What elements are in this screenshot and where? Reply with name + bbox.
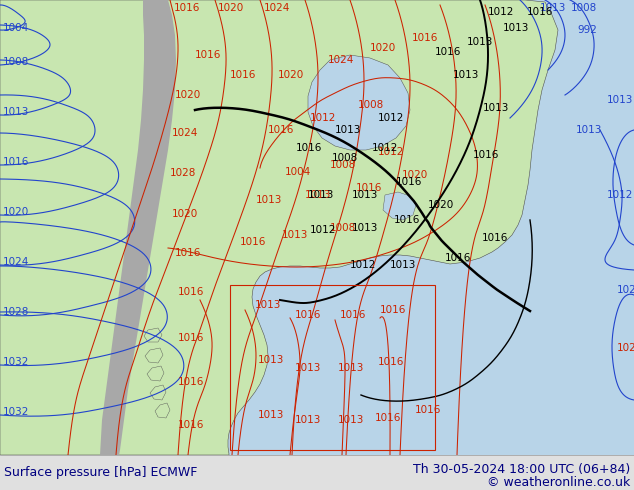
Text: 1016: 1016 bbox=[378, 357, 404, 367]
Text: 1008: 1008 bbox=[3, 57, 29, 67]
Text: 1016: 1016 bbox=[195, 50, 221, 60]
Text: 1016: 1016 bbox=[230, 70, 256, 80]
Text: 1013: 1013 bbox=[540, 3, 566, 13]
Text: 1012: 1012 bbox=[372, 143, 398, 153]
Text: 1016: 1016 bbox=[356, 183, 382, 193]
Text: 1012: 1012 bbox=[378, 147, 404, 157]
Text: 1024: 1024 bbox=[264, 3, 290, 13]
Text: 1008: 1008 bbox=[332, 153, 358, 163]
Polygon shape bbox=[155, 403, 170, 418]
Text: 1013: 1013 bbox=[338, 415, 365, 425]
Text: 1008: 1008 bbox=[358, 100, 384, 110]
Text: 1008: 1008 bbox=[330, 223, 356, 233]
Text: 1016: 1016 bbox=[175, 248, 202, 258]
Text: 1020: 1020 bbox=[370, 43, 396, 53]
Text: 1012: 1012 bbox=[378, 113, 404, 123]
Polygon shape bbox=[150, 385, 166, 400]
Polygon shape bbox=[308, 55, 410, 150]
Text: 1016: 1016 bbox=[3, 157, 29, 167]
Polygon shape bbox=[147, 366, 164, 381]
Text: 1016: 1016 bbox=[295, 310, 321, 320]
Text: 1013: 1013 bbox=[282, 230, 308, 240]
Text: 1016: 1016 bbox=[412, 33, 438, 43]
Polygon shape bbox=[383, 192, 416, 220]
Text: 1008: 1008 bbox=[571, 3, 597, 13]
Text: 1016: 1016 bbox=[445, 253, 471, 263]
Text: 1013: 1013 bbox=[295, 415, 321, 425]
Text: 1013: 1013 bbox=[255, 300, 281, 310]
Text: 1016: 1016 bbox=[178, 420, 204, 430]
Text: 1013: 1013 bbox=[308, 190, 334, 200]
Text: 1013: 1013 bbox=[352, 223, 378, 233]
Text: 1013: 1013 bbox=[453, 70, 479, 80]
Text: 1016: 1016 bbox=[482, 233, 508, 243]
Text: 1020: 1020 bbox=[402, 170, 428, 180]
Polygon shape bbox=[100, 0, 176, 455]
Text: 1013: 1013 bbox=[576, 125, 602, 135]
Text: 1016: 1016 bbox=[527, 7, 553, 17]
Text: 1013: 1013 bbox=[467, 37, 493, 47]
Text: 1013: 1013 bbox=[295, 363, 321, 373]
Text: 1016: 1016 bbox=[178, 333, 204, 343]
Text: 1016: 1016 bbox=[174, 3, 200, 13]
Text: 1013: 1013 bbox=[256, 195, 282, 205]
Text: 1013: 1013 bbox=[258, 355, 285, 365]
Text: 992: 992 bbox=[577, 25, 597, 35]
Text: 1013: 1013 bbox=[335, 125, 361, 135]
Text: 1016: 1016 bbox=[268, 125, 294, 135]
Text: 1013: 1013 bbox=[258, 410, 285, 420]
Polygon shape bbox=[144, 328, 162, 342]
Text: 1012: 1012 bbox=[607, 190, 633, 200]
Text: 1016: 1016 bbox=[396, 177, 422, 187]
Bar bbox=[0, 455, 634, 490]
Text: 1016: 1016 bbox=[435, 47, 462, 57]
Text: 1020: 1020 bbox=[3, 207, 29, 217]
Text: 1024: 1024 bbox=[172, 128, 198, 138]
Text: 1016: 1016 bbox=[178, 287, 204, 297]
Text: 1016: 1016 bbox=[415, 405, 441, 415]
Text: 1020: 1020 bbox=[218, 3, 244, 13]
Polygon shape bbox=[145, 348, 163, 363]
Text: 1012: 1012 bbox=[488, 7, 514, 17]
Text: 1013: 1013 bbox=[305, 190, 332, 200]
Text: 1013: 1013 bbox=[607, 95, 633, 105]
Text: 1004: 1004 bbox=[3, 23, 29, 33]
Text: Th 30-05-2024 18:00 UTC (06+84): Th 30-05-2024 18:00 UTC (06+84) bbox=[413, 463, 630, 475]
Text: 1016: 1016 bbox=[296, 143, 322, 153]
Text: 1020: 1020 bbox=[172, 209, 198, 219]
Text: 1024: 1024 bbox=[328, 55, 354, 65]
Text: 1016: 1016 bbox=[380, 305, 406, 315]
Text: 1028: 1028 bbox=[3, 307, 29, 317]
Bar bbox=[230, 285, 435, 450]
Polygon shape bbox=[0, 0, 558, 455]
Text: 1008: 1008 bbox=[330, 160, 356, 170]
Text: 1016: 1016 bbox=[375, 413, 401, 423]
Text: 1016: 1016 bbox=[178, 377, 204, 387]
Text: 1020: 1020 bbox=[428, 200, 454, 210]
Text: 1013: 1013 bbox=[390, 260, 417, 270]
Text: 1028: 1028 bbox=[170, 168, 197, 178]
Text: 1024: 1024 bbox=[3, 257, 29, 267]
Text: 1013: 1013 bbox=[352, 190, 378, 200]
Text: 1020: 1020 bbox=[278, 70, 304, 80]
Text: 1032: 1032 bbox=[3, 357, 29, 367]
Text: 1016: 1016 bbox=[240, 237, 266, 247]
Text: Surface pressure [hPa] ECMWF: Surface pressure [hPa] ECMWF bbox=[4, 466, 197, 479]
Text: 1004: 1004 bbox=[285, 167, 311, 177]
Text: 1032: 1032 bbox=[3, 407, 29, 417]
Text: 1012: 1012 bbox=[310, 113, 337, 123]
Text: 1012: 1012 bbox=[350, 260, 377, 270]
Text: 1013: 1013 bbox=[503, 23, 529, 33]
Text: 1016: 1016 bbox=[394, 215, 420, 225]
Text: 1013: 1013 bbox=[483, 103, 509, 113]
Text: 1013: 1013 bbox=[3, 107, 29, 117]
Text: 102: 102 bbox=[617, 343, 634, 353]
Text: 1013: 1013 bbox=[338, 363, 365, 373]
Text: 1016: 1016 bbox=[473, 150, 500, 160]
Text: 1020: 1020 bbox=[175, 90, 201, 100]
Text: 1016: 1016 bbox=[340, 310, 366, 320]
Text: 1012: 1012 bbox=[310, 225, 337, 235]
Text: © weatheronline.co.uk: © weatheronline.co.uk bbox=[487, 475, 630, 489]
Text: 102: 102 bbox=[617, 285, 634, 295]
